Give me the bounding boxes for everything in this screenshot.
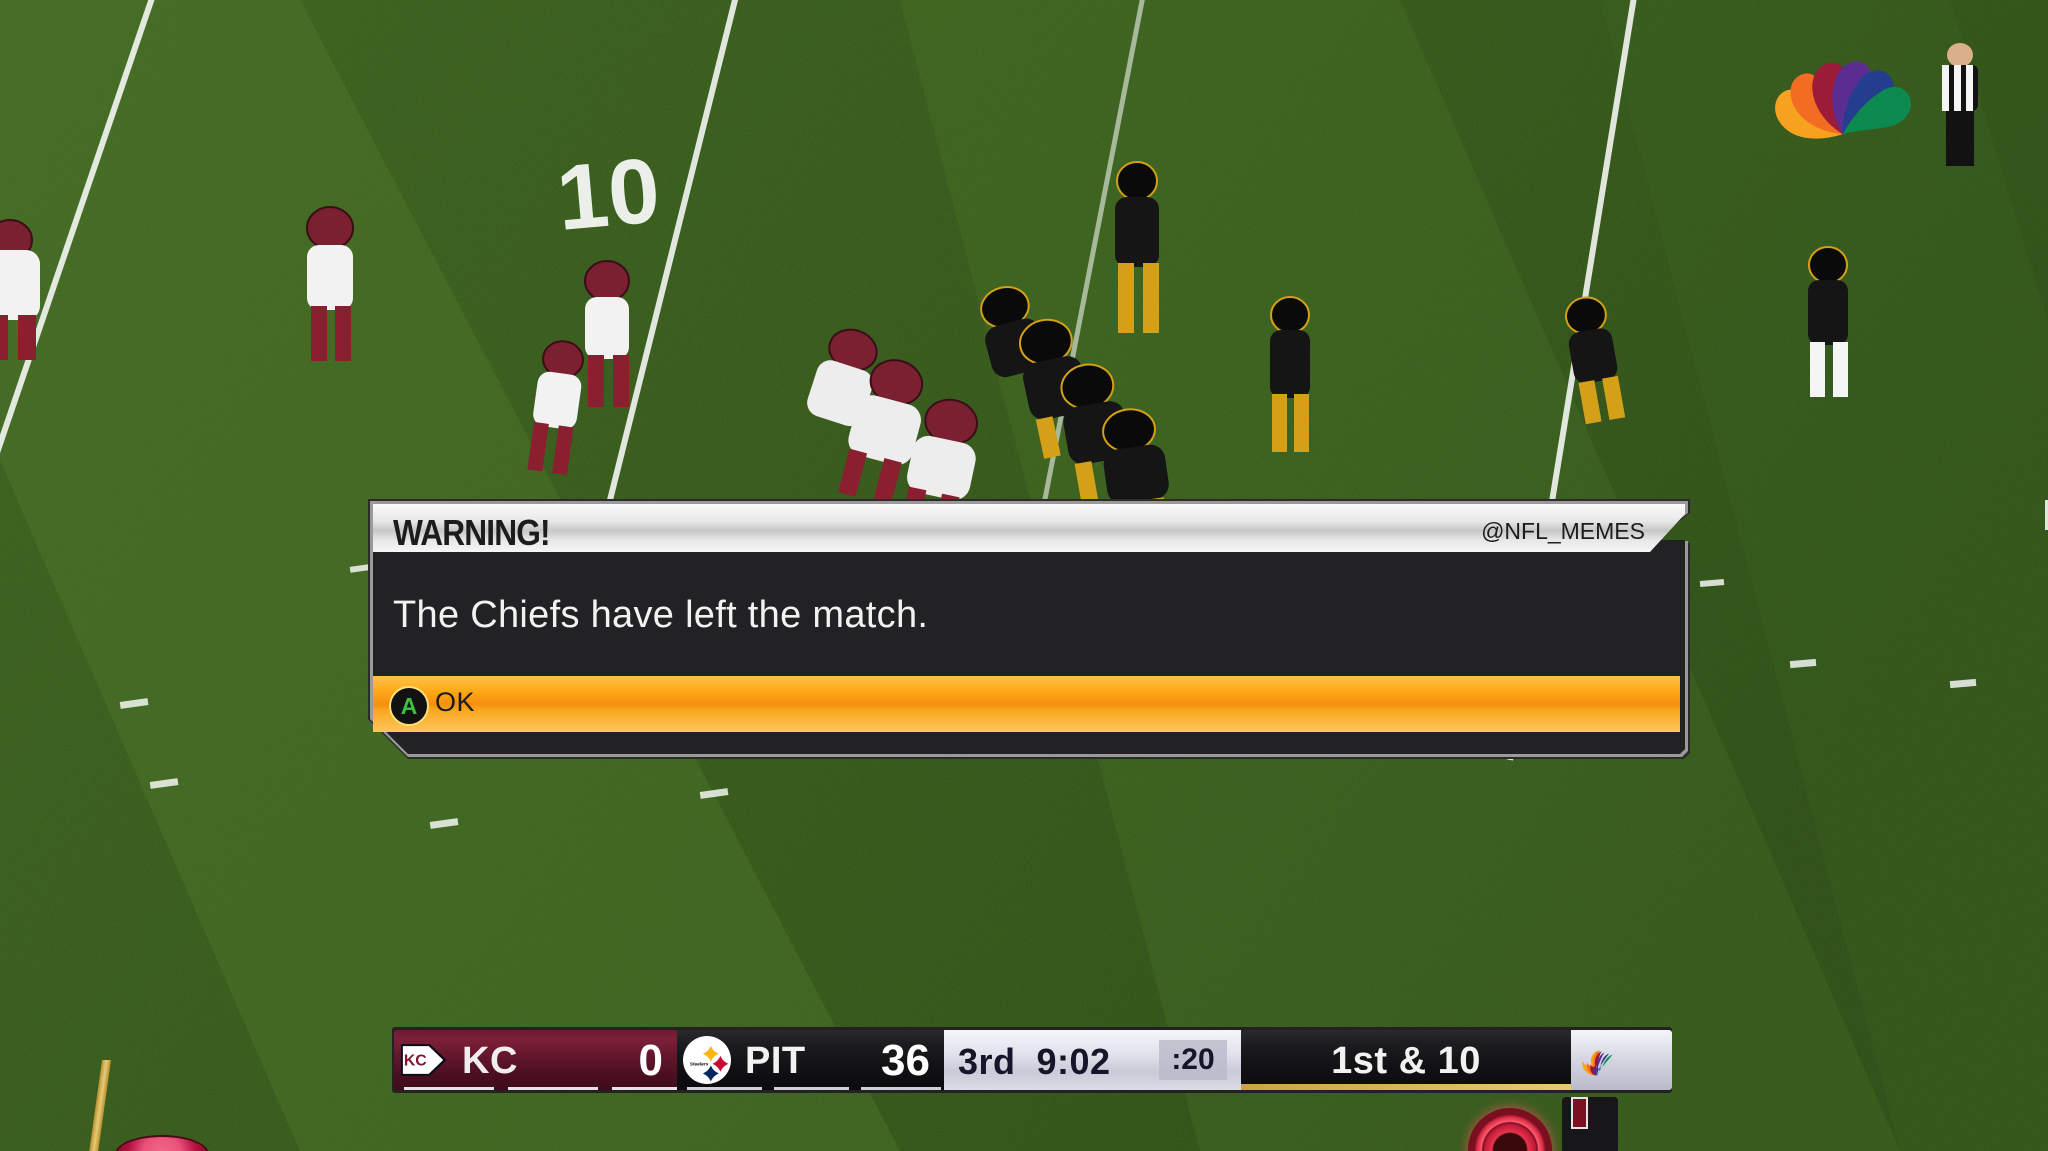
svg-text:KC: KC	[404, 1053, 427, 1070]
svg-text:Steelers: Steelers	[690, 1061, 709, 1067]
svg-text:10: 10	[553, 139, 664, 250]
